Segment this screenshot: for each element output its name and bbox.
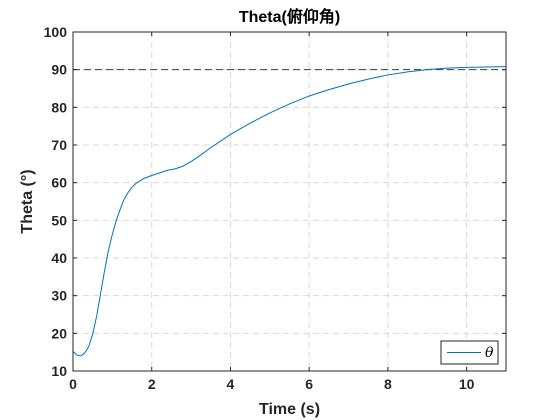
y-tick-label: 70 [51, 137, 67, 153]
ticks: 0 2 4 6 8 10 10 20 30 40 50 60 70 80 90 100 [44, 24, 506, 392]
y-tick-label: 100 [44, 24, 68, 40]
y-tick-label: 90 [51, 62, 67, 78]
x-tick-label: 6 [305, 376, 313, 392]
x-tick-label: 4 [227, 376, 235, 392]
y-tick-label: 50 [51, 212, 67, 228]
y-tick-label: 40 [51, 250, 67, 266]
y-axis-label: Theta (°) [19, 169, 36, 233]
legend: θ [440, 340, 499, 365]
x-tick-label: 2 [148, 376, 156, 392]
y-tick-label: 80 [51, 99, 67, 115]
y-tick-label: 60 [51, 175, 67, 191]
axes-frame [72, 31, 507, 372]
y-tick-label: 30 [51, 288, 67, 304]
series-layer [72, 66, 507, 357]
y-tick-label: 10 [51, 363, 67, 379]
x-tick-label: 8 [384, 376, 392, 392]
plot-area [73, 32, 506, 371]
legend-label: θ [485, 345, 494, 361]
y-tick-label: 20 [51, 325, 67, 341]
chart-title: Theta(俯仰角) [239, 7, 340, 26]
x-tick-label: 10 [459, 376, 475, 392]
series-line-0 [72, 66, 507, 357]
x-axis-label: Time (s) [259, 401, 320, 418]
x-tick-label: 0 [69, 376, 77, 392]
